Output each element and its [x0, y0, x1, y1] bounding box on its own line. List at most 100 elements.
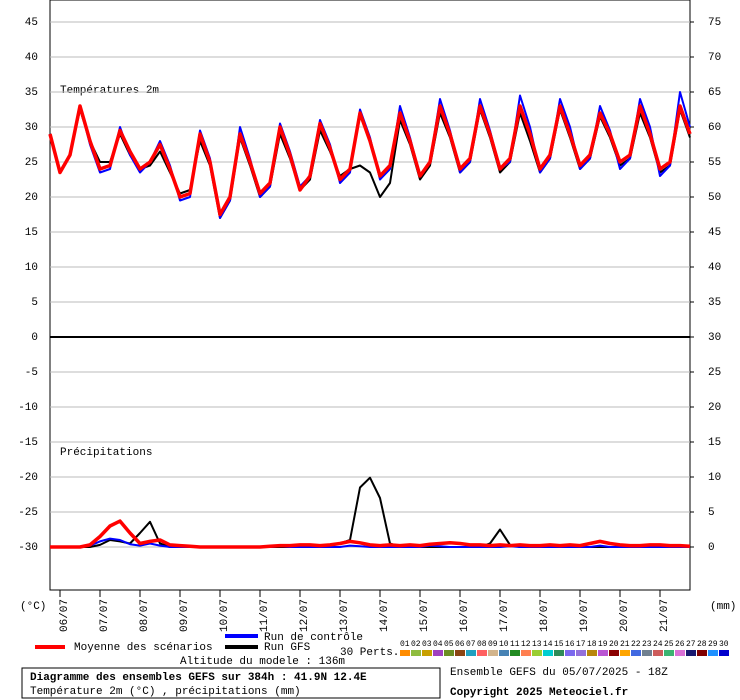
member-label: 12 — [521, 640, 531, 649]
y-tick-label: -15 — [18, 437, 38, 449]
x-tick-label: 07/07 — [99, 599, 111, 632]
member-label: 23 — [642, 640, 652, 649]
x-tick-label: 16/07 — [459, 599, 471, 632]
y2-tick-label: 5 — [708, 507, 715, 519]
y2-tick-label: 30 — [708, 332, 721, 344]
x-tick-label: 13/07 — [339, 599, 351, 632]
member-swatch — [444, 650, 454, 656]
y2-tick-label: 35 — [708, 297, 721, 309]
y2-tick-label: 15 — [708, 437, 721, 449]
member-label: 20 — [609, 640, 619, 649]
x-tick-label: 09/07 — [179, 599, 191, 632]
y-tick-label: 25 — [25, 157, 38, 169]
y2-axis-label: (mm) — [710, 601, 736, 613]
y-tick-label: 45 — [25, 17, 38, 29]
member-label: 08 — [477, 640, 487, 649]
y-tick-label: 30 — [25, 122, 38, 134]
member-label: 16 — [565, 640, 575, 649]
member-swatch — [697, 650, 707, 656]
member-swatch — [620, 650, 630, 656]
y2-tick-label: 25 — [708, 367, 721, 379]
member-swatch — [642, 650, 652, 656]
member-swatch — [686, 650, 696, 656]
member-label: 09 — [488, 640, 498, 649]
y-tick-label: 20 — [25, 192, 38, 204]
member-label: 11 — [510, 640, 520, 649]
x-tick-label: 12/07 — [299, 599, 311, 632]
member-swatch — [400, 650, 410, 656]
y2-tick-label: 60 — [708, 122, 721, 134]
member-swatch — [708, 650, 718, 656]
y2-tick-label: 50 — [708, 192, 721, 204]
member-swatch — [488, 650, 498, 656]
member-label: 26 — [675, 640, 685, 649]
member-label: 27 — [686, 640, 696, 649]
member-label: 24 — [653, 640, 663, 649]
member-label: 21 — [620, 640, 630, 649]
y2-tick-label: 70 — [708, 52, 721, 64]
member-label: 14 — [543, 640, 553, 649]
x-tick-label: 19/07 — [579, 599, 591, 632]
x-tick-label: 18/07 — [539, 599, 551, 632]
y-axis-label: (°C) — [20, 601, 46, 613]
legend-label: Run de contrôle — [264, 632, 363, 644]
x-tick-label: 20/07 — [619, 599, 631, 632]
y-tick-label: -25 — [18, 507, 38, 519]
member-swatch — [499, 650, 509, 656]
x-tick-label: 11/07 — [259, 599, 271, 632]
y-tick-label: -20 — [18, 472, 38, 484]
member-label: 30 — [719, 640, 729, 649]
member-label: 25 — [664, 640, 674, 649]
series-line — [48, 104, 692, 217]
y2-tick-label: 0 — [708, 542, 715, 554]
member-swatch — [521, 650, 531, 656]
member-swatch — [587, 650, 597, 656]
member-swatch — [565, 650, 575, 656]
x-tick-label: 15/07 — [419, 599, 431, 632]
y-tick-label: 10 — [25, 262, 38, 274]
member-swatch — [631, 650, 641, 656]
y2-tick-label: 20 — [708, 402, 721, 414]
member-swatch — [477, 650, 487, 656]
run-info: Ensemble GEFS du 05/07/2025 - 18Z — [450, 667, 668, 679]
y-tick-label: 35 — [25, 87, 38, 99]
member-label: 19 — [598, 640, 608, 649]
panel-title: Précipitations — [60, 447, 152, 459]
y2-tick-label: 40 — [708, 262, 721, 274]
member-swatch — [719, 650, 729, 656]
member-label: 18 — [587, 640, 597, 649]
x-tick-label: 10/07 — [219, 599, 231, 632]
member-label: 04 — [433, 640, 443, 649]
info-subtitle: Température 2m (°C) , précipitations (mm… — [30, 686, 301, 698]
member-label: 03 — [422, 640, 432, 649]
member-swatch — [532, 650, 542, 656]
member-label: 06 — [455, 640, 465, 649]
info-title: Diagramme des ensembles GEFS sur 384h : … — [30, 672, 367, 684]
member-label: 22 — [631, 640, 641, 649]
series-line — [50, 537, 690, 548]
y-tick-label: 15 — [25, 227, 38, 239]
legend-label: Run GFS — [264, 642, 311, 654]
y-tick-label: 5 — [31, 297, 38, 309]
member-swatch — [433, 650, 443, 656]
series-line — [50, 519, 691, 549]
member-swatch — [598, 650, 608, 656]
y2-tick-label: 10 — [708, 472, 721, 484]
y-tick-label: -10 — [18, 402, 38, 414]
member-swatch — [455, 650, 465, 656]
legend-label: Moyenne des scénarios — [74, 642, 213, 654]
y2-tick-label: 65 — [708, 87, 721, 99]
member-label: 28 — [697, 640, 707, 649]
member-label: 01 — [400, 640, 410, 649]
member-swatch — [664, 650, 674, 656]
x-tick-label: 14/07 — [379, 599, 391, 632]
y2-tick-label: 45 — [708, 227, 721, 239]
member-swatch — [422, 650, 432, 656]
member-label: 17 — [576, 640, 586, 649]
member-label: 10 — [499, 640, 509, 649]
member-swatch — [609, 650, 619, 656]
member-swatch — [675, 650, 685, 656]
member-swatch — [510, 650, 520, 656]
